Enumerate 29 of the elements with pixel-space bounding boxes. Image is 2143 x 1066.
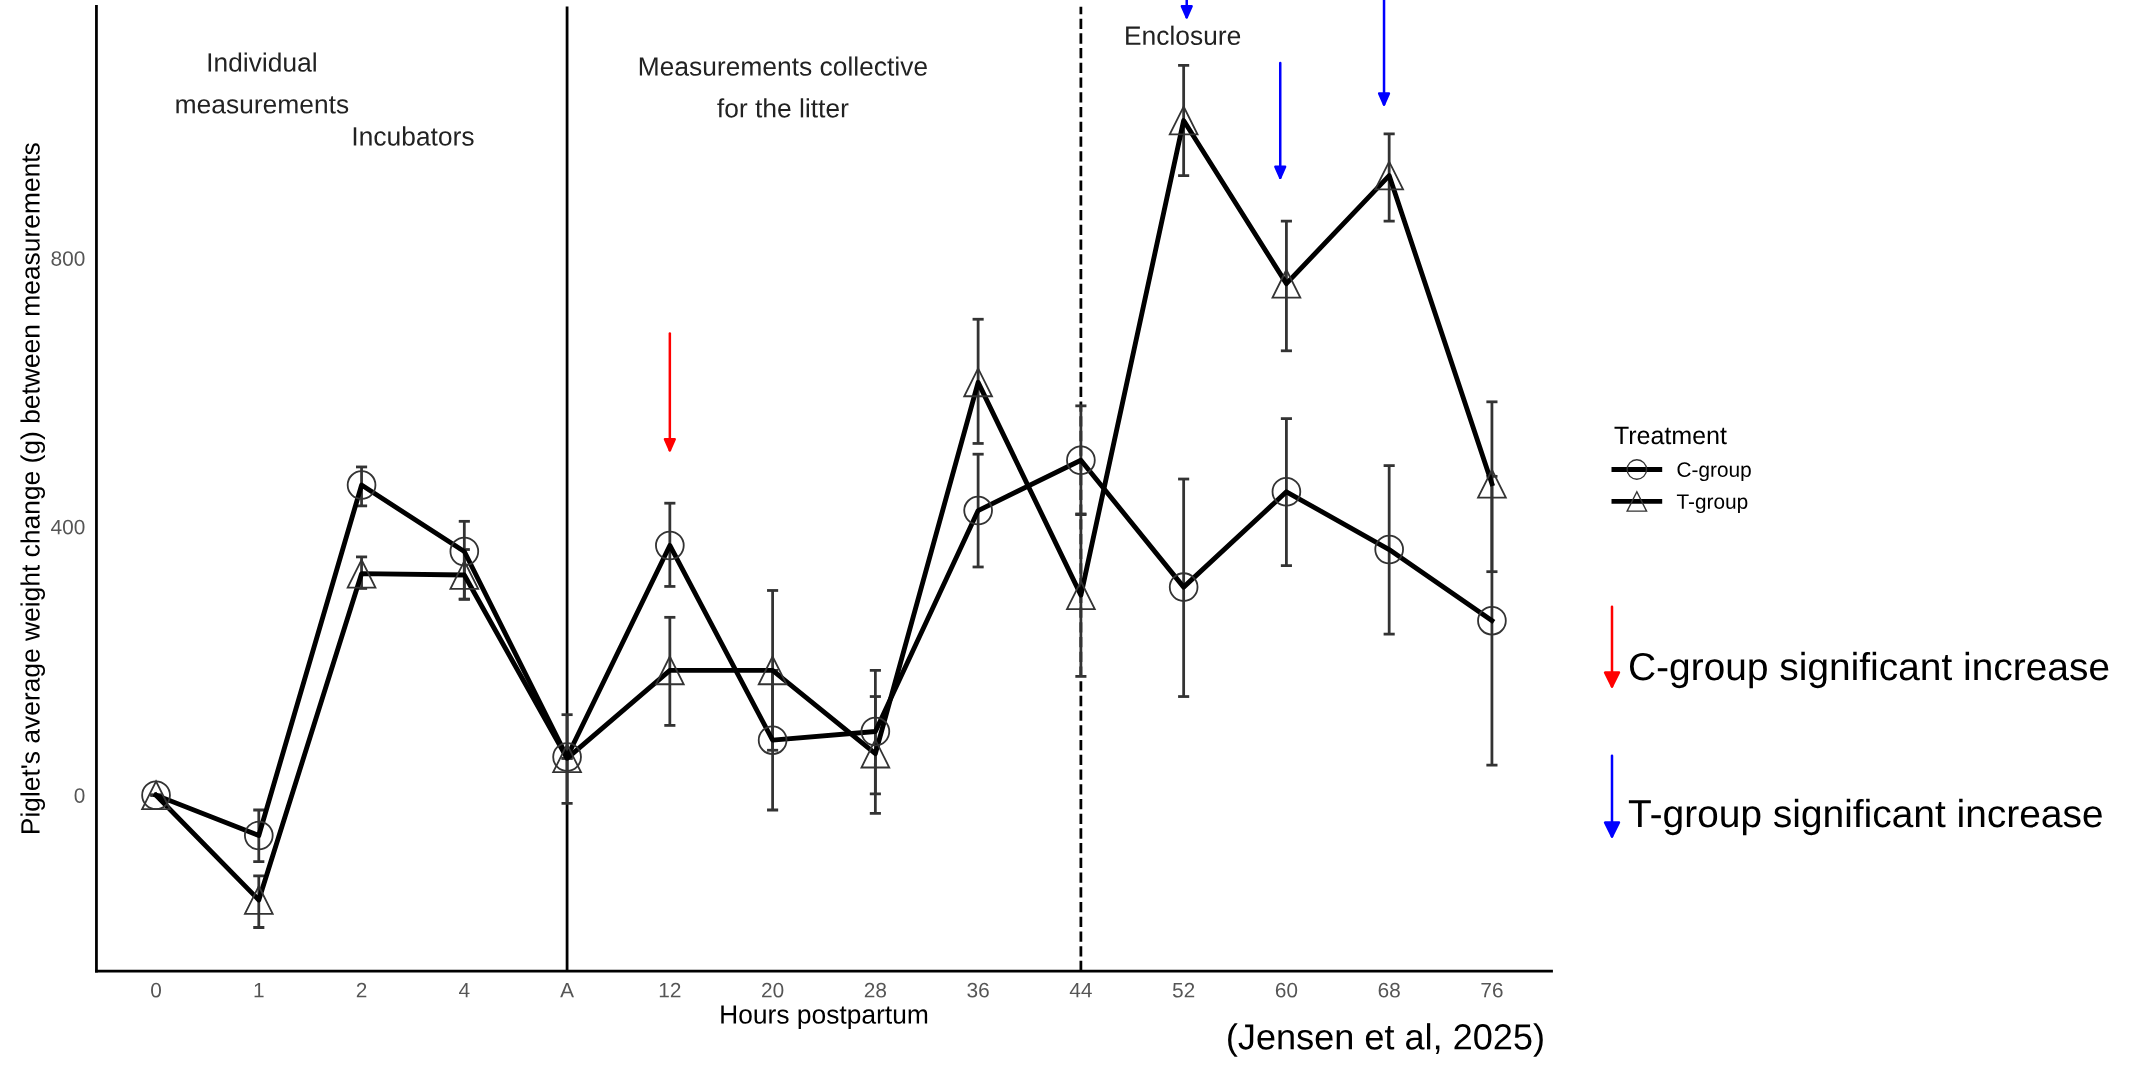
x-tick-label: 68 — [1378, 982, 1400, 998]
legend-title: Treatment — [1614, 426, 1727, 445]
text: (Jensen et al, 2025) — [1228, 1023, 1543, 1057]
x-tick-label: A — [560, 983, 574, 998]
legend-label: T-group — [1676, 494, 1748, 514]
text: C-group significant increase — [1629, 651, 2109, 689]
y-axis-title: Piglet's average weight change (g) between measurements — [20, 143, 46, 834]
x-tick-label: 28 — [864, 982, 887, 998]
x-tick-label: 2 — [356, 982, 367, 998]
annotation: Individual measurements — [176, 52, 349, 114]
x-tick-label: 44 — [1069, 983, 1092, 998]
text: T-group significant increase — [1628, 798, 2102, 836]
x-tick-label: 36 — [967, 982, 989, 998]
x-tick-label: 0 — [151, 982, 162, 998]
legend-label: C-group — [1677, 462, 1751, 482]
x-tick-label: 76 — [1481, 982, 1503, 998]
x-tick-label: 20 — [762, 982, 784, 998]
x-tick-label: 12 — [659, 982, 681, 998]
x-tick-label: 1 — [254, 983, 264, 998]
y-tick-label: 400 — [51, 519, 85, 535]
x-axis-title: Hours postpartum — [721, 1005, 928, 1030]
x-tick-label: 52 — [1172, 982, 1195, 998]
x-tick-label: 4 — [459, 983, 470, 998]
annotation: Enclosure — [1126, 25, 1241, 46]
y-tick-label: 800 — [51, 251, 85, 266]
y-tick-label: 0 — [74, 788, 85, 803]
annotation: Incubators — [353, 126, 474, 146]
x-tick-label: 60 — [1275, 982, 1298, 998]
annotation: Measurements collective for the litter — [639, 56, 927, 118]
